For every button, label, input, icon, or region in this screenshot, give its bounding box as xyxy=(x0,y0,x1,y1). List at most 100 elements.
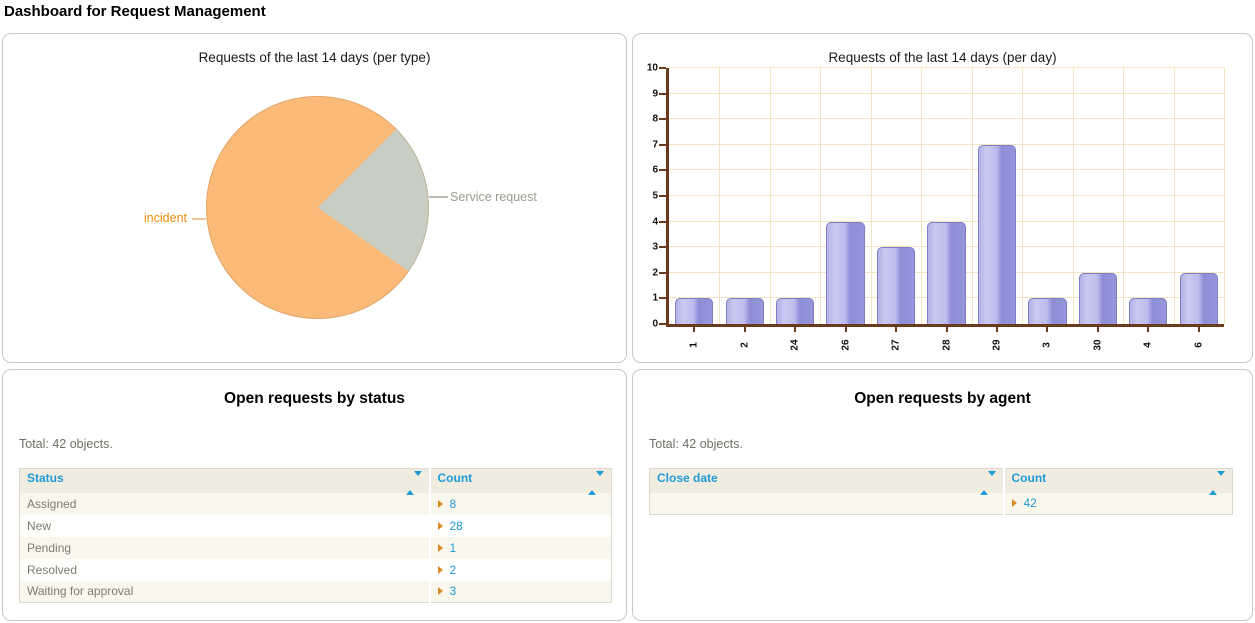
table-header-row: Close date Count xyxy=(649,468,1233,496)
y-axis-label: 10 xyxy=(646,62,658,74)
gridline-vertical xyxy=(719,68,721,324)
row-count-cell: 2 xyxy=(429,558,612,581)
row-label-cell: Waiting for approval xyxy=(19,580,431,603)
row-label-cell: New xyxy=(19,514,431,537)
gridline-vertical xyxy=(971,68,973,324)
bar-day-2[interactable] xyxy=(725,298,764,324)
gridline-horizontal xyxy=(669,118,1224,120)
y-axis-label: 0 xyxy=(652,318,658,330)
x-axis-label: 24 xyxy=(789,339,801,351)
y-axis-label: 4 xyxy=(652,216,658,228)
bar-day-24[interactable] xyxy=(775,298,815,324)
count-column-label: Count xyxy=(1011,471,1047,486)
gridline-horizontal xyxy=(669,220,1224,222)
sort-up-icon xyxy=(405,476,414,496)
row-label-cell: Assigned xyxy=(19,492,431,515)
x-axis-label: 26 xyxy=(840,339,852,351)
sort-icon xyxy=(588,471,604,496)
x-axis-label: 4 xyxy=(1142,342,1154,348)
sort-down-icon xyxy=(413,471,422,491)
sort-icon xyxy=(405,471,422,496)
x-axis-label: 1 xyxy=(688,342,700,348)
agent-table: Close date Count 42 xyxy=(649,468,1233,515)
count-link[interactable]: 42 xyxy=(1023,496,1037,511)
y-axis-tick xyxy=(659,118,666,121)
bar-day-4[interactable] xyxy=(1129,298,1168,324)
pie-label-incident: incident xyxy=(143,211,187,225)
bar-chart-title: Requests of the last 14 days (per day) xyxy=(828,50,1057,65)
gridline-vertical xyxy=(1072,68,1074,324)
gridline-vertical xyxy=(870,68,872,324)
status-panel-title: Open requests by status xyxy=(224,390,405,407)
drilldown-arrow-icon xyxy=(437,521,443,530)
bar-day-3[interactable] xyxy=(1028,298,1067,324)
count-column-header[interactable]: Count xyxy=(429,468,612,496)
row-label-cell: Pending xyxy=(19,536,431,559)
x-axis-tick xyxy=(945,327,948,332)
panel-requests-per-type: Requests of the last 14 days (per type) … xyxy=(2,33,627,363)
y-axis-label: 2 xyxy=(652,267,658,279)
pie-chart-title: Requests of the last 14 days (per type) xyxy=(198,50,431,65)
bar-day-1[interactable] xyxy=(675,298,714,324)
x-axis-label: 27 xyxy=(890,339,902,351)
panel-requests-per-day: Requests of the last 14 days (per day) 0… xyxy=(632,33,1253,363)
row-count-cell: 28 xyxy=(429,514,612,537)
sort-icon xyxy=(1209,471,1225,496)
table-row: Pending 1 xyxy=(19,536,612,559)
close-date-column-label: Close date xyxy=(657,471,718,486)
count-link[interactable]: 2 xyxy=(449,562,457,577)
y-axis-label: 5 xyxy=(652,190,658,202)
agent-total-text: Total: 42 objects. xyxy=(649,437,743,451)
bar-day-29[interactable] xyxy=(977,144,1017,324)
y-axis-tick xyxy=(659,195,666,197)
gridline-horizontal xyxy=(669,143,1224,145)
sort-down-icon xyxy=(596,471,604,491)
pie-label-service: Service request xyxy=(450,190,537,204)
bar-day-26[interactable] xyxy=(826,221,865,324)
gridline-vertical xyxy=(1123,68,1125,324)
x-axis-tick xyxy=(1096,327,1099,332)
panel-open-requests-by-status: Open requests by status Total: 42 object… xyxy=(2,369,627,621)
x-axis-label: 30 xyxy=(1092,339,1104,351)
bar-day-28[interactable] xyxy=(927,221,966,324)
bar-day-6[interactable] xyxy=(1179,272,1218,324)
row-label-cell xyxy=(649,492,1005,515)
gridline-vertical xyxy=(1224,68,1225,324)
count-link[interactable]: 8 xyxy=(449,496,457,511)
count-link[interactable]: 1 xyxy=(449,540,457,555)
x-axis-tick xyxy=(844,327,847,332)
close-date-column-header[interactable]: Close date xyxy=(649,468,1005,496)
y-axis-tick xyxy=(659,67,666,69)
table-header-row: Status Count xyxy=(19,468,612,496)
panel-open-requests-by-agent: Open requests by agent Total: 42 objects… xyxy=(632,369,1253,621)
y-axis-label: 9 xyxy=(652,88,658,100)
table-row: Resolved 2 xyxy=(19,558,612,581)
bar-day-30[interactable] xyxy=(1078,272,1118,324)
page-title: Dashboard for Request Management xyxy=(4,3,266,20)
count-column-label: Count xyxy=(437,471,473,486)
count-link[interactable]: 3 xyxy=(449,584,457,599)
gridline-vertical xyxy=(1022,68,1024,324)
y-axis-tick xyxy=(659,220,666,223)
drilldown-arrow-icon xyxy=(437,499,443,508)
row-count-cell: 3 xyxy=(429,580,612,603)
status-column-label: Status xyxy=(27,471,64,486)
gridline-vertical xyxy=(820,68,822,324)
status-column-header[interactable]: Status xyxy=(19,468,431,496)
table-row: 42 xyxy=(649,492,1233,515)
table-row: New 28 xyxy=(19,514,612,537)
x-axis-tick xyxy=(794,327,797,332)
bar-day-27[interactable] xyxy=(876,247,916,324)
y-axis-label: 7 xyxy=(652,139,658,151)
drilldown-arrow-icon xyxy=(1011,499,1017,508)
pie-callout-line-incident xyxy=(192,218,206,220)
pie-callout-line-service xyxy=(429,196,448,198)
x-axis-tick xyxy=(995,327,998,332)
bar-chart-plot: 0 1 2 3 4 5 6 7 8 9 10 1 2 24 26 27 28 29 3 30 4 6 xyxy=(647,63,1225,351)
count-column-header[interactable]: Count xyxy=(1003,468,1233,496)
pie-chart[interactable] xyxy=(206,96,429,319)
table-row: Waiting for approval 3 xyxy=(19,580,612,603)
sort-down-icon xyxy=(1217,471,1225,491)
count-link[interactable]: 28 xyxy=(449,518,463,533)
y-axis-label: 6 xyxy=(652,164,658,176)
